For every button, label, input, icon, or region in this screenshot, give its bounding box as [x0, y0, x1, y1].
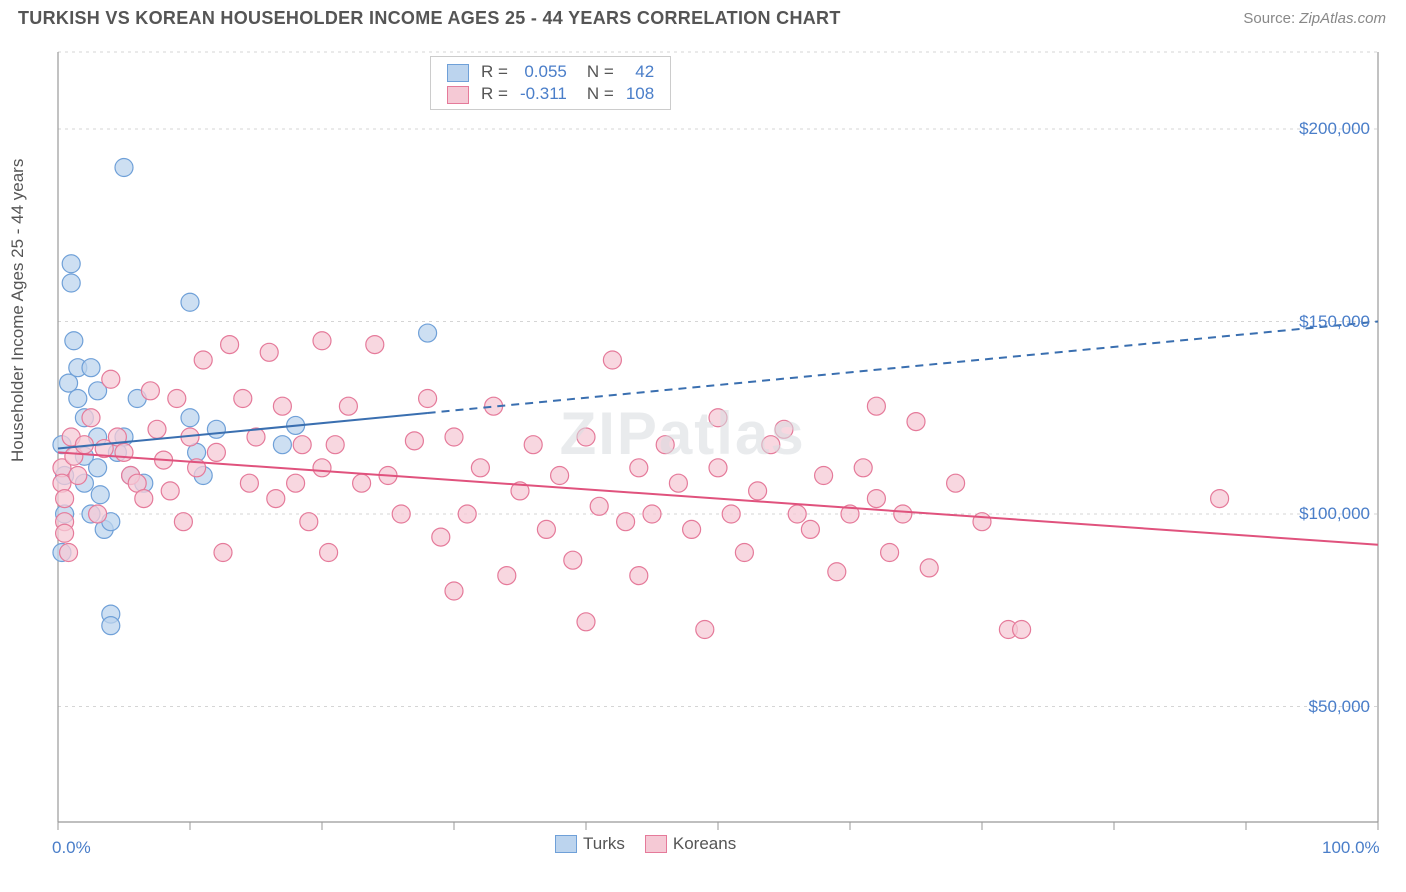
scatter-chart: [0, 42, 1406, 892]
legend-stat-row: R =-0.311N =108: [441, 83, 660, 105]
legend-stat-row: R =0.055N =42: [441, 61, 660, 83]
legend-series: Turks Koreans: [555, 834, 736, 854]
source-attribution: Source: ZipAtlas.com: [1243, 10, 1386, 27]
y-axis-title: Householder Income Ages 25 - 44 years: [8, 159, 28, 462]
x-tick-label-right: 100.0%: [1322, 838, 1380, 858]
legend-item: Koreans: [645, 834, 736, 854]
chart-container: Householder Income Ages 25 - 44 years ZI…: [0, 42, 1406, 892]
source-value: ZipAtlas.com: [1299, 10, 1386, 27]
y-tick-label: $100,000: [1299, 504, 1370, 524]
y-tick-label: $150,000: [1299, 312, 1370, 332]
y-tick-label: $50,000: [1309, 697, 1370, 717]
y-tick-label: $200,000: [1299, 119, 1370, 139]
x-tick-label-left: 0.0%: [52, 838, 91, 858]
header: TURKISH VS KOREAN HOUSEHOLDER INCOME AGE…: [0, 0, 1406, 33]
chart-title: TURKISH VS KOREAN HOUSEHOLDER INCOME AGE…: [18, 8, 841, 29]
source-label: Source:: [1243, 10, 1295, 27]
legend-item: Turks: [555, 834, 625, 854]
legend-stats: R =0.055N =42R =-0.311N =108: [430, 56, 671, 110]
